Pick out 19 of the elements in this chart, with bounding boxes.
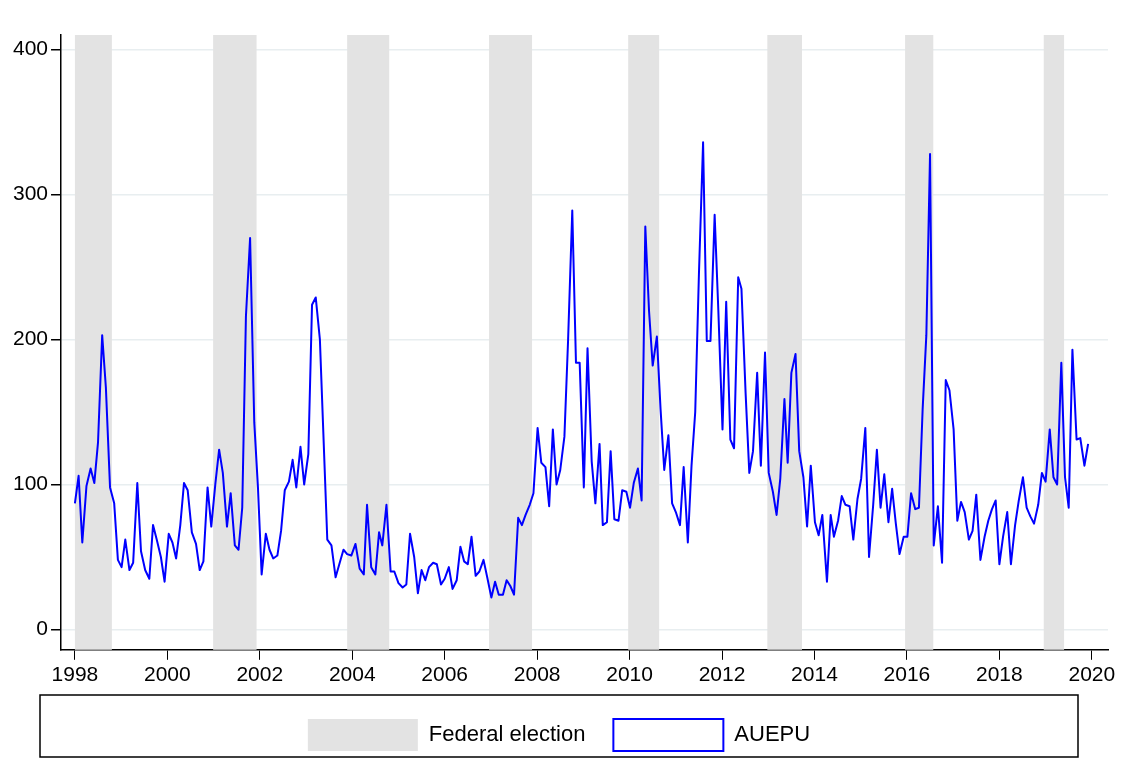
x-tick-label: 1998	[51, 662, 99, 686]
x-tick-label: 2016	[883, 662, 931, 686]
x-tick-label: 2006	[421, 662, 469, 686]
y-tick-label: 0	[36, 616, 49, 640]
x-tick-label: 2012	[698, 662, 746, 686]
x-tick-label: 2020	[1068, 662, 1116, 686]
x-tick-label: 2018	[976, 662, 1023, 686]
x-tick-label: 2002	[236, 662, 284, 686]
x-tick-label: 2000	[143, 662, 191, 686]
legend-label: Federal election	[428, 721, 586, 747]
y-tick-label: 200	[12, 326, 49, 350]
x-tick-label: 2010	[606, 662, 653, 686]
x-tick-label: 2014	[791, 662, 839, 686]
x-tick-label: 2008	[513, 662, 561, 686]
y-tick-label: 100	[12, 471, 49, 495]
y-tick-label: 300	[12, 181, 49, 205]
x-tick-label: 2004	[328, 662, 376, 686]
y-tick-label: 400	[12, 36, 49, 60]
legend-label: AUEPU	[734, 721, 811, 747]
